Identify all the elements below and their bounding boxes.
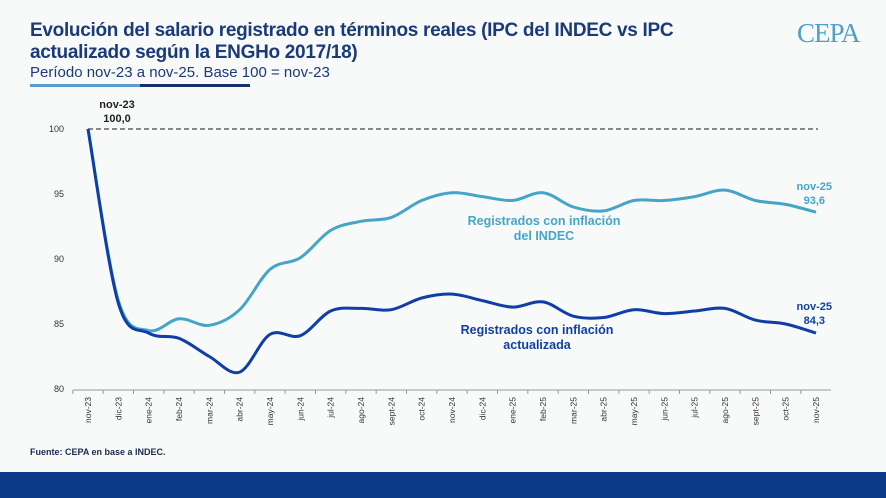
x-tick-label: jul-24: [326, 397, 336, 419]
source-note: Fuente: CEPA en base a INDEC.: [30, 447, 166, 457]
x-tick-label: nov-23: [83, 397, 93, 423]
start-label-period: nov-23: [99, 99, 134, 111]
x-tick-label: ene-25: [508, 397, 518, 424]
x-tick-label: nov-25: [811, 397, 821, 423]
x-tick-label: abr-24: [235, 397, 245, 422]
x-tick-label: dic-24: [477, 397, 487, 420]
series-label-line2: actualizada: [503, 338, 571, 352]
x-tick-label: ago-25: [720, 397, 730, 424]
x-tick-label: mar-25: [568, 397, 578, 424]
chart-subtitle: Período nov-23 a nov-25. Base 100 = nov-…: [30, 64, 330, 81]
chart-title: Evolución del salario registrado en térm…: [30, 20, 674, 63]
x-tick-label: dic-23: [113, 397, 123, 420]
x-tick-label: jul-25: [690, 397, 700, 419]
end-label-period: nov-25: [797, 301, 832, 313]
x-tick-label: may-25: [629, 397, 639, 426]
subtitle-underline-light: [30, 84, 140, 87]
footer-bar: [0, 472, 886, 498]
x-tick-label: oct-25: [781, 397, 791, 421]
line-chart: 80 85 90 95 100 nov-23 dic-23 ene-24 feb-24 mar-2…: [49, 99, 832, 426]
x-tick-label: abr-25: [599, 397, 609, 422]
y-tick-label: 90: [54, 254, 64, 264]
x-tick-label: jun-24: [295, 397, 305, 422]
series-line-actualizada: [86, 128, 817, 375]
x-tick-label: sept-24: [386, 397, 396, 426]
y-tick-label: 100: [49, 124, 64, 134]
cepa-logo: CEPA: [797, 18, 861, 48]
x-tick-label: nov-24: [447, 397, 457, 423]
series-label-line1: Registrados con inflación: [461, 323, 614, 337]
series-label-line2: del INDEC: [514, 229, 574, 243]
end-label-value: 84,3: [804, 315, 825, 327]
series-line-indec: [86, 128, 817, 333]
start-label-value: 100,0: [103, 113, 131, 125]
x-tick-label: ene-24: [144, 397, 154, 424]
x-tick-label: oct-24: [417, 397, 427, 421]
end-label-period: nov-25: [797, 181, 832, 193]
x-tick-label: may-24: [265, 397, 275, 426]
y-tick-label: 85: [54, 319, 64, 329]
x-tick-label: feb-25: [538, 397, 548, 421]
y-tick-label: 95: [54, 189, 64, 199]
y-tick-label: 80: [54, 384, 64, 394]
x-tick-label: ago-24: [356, 397, 366, 424]
x-tick-label: mar-24: [204, 397, 214, 424]
x-tick-label: jun-25: [659, 397, 669, 422]
series-label-line1: Registrados con inflación: [468, 214, 621, 228]
end-label-value: 93,6: [804, 195, 825, 207]
x-tick-label: sept-25: [750, 397, 760, 426]
x-tick-label: feb-24: [174, 397, 184, 421]
subtitle-underline-dark: [140, 84, 250, 87]
